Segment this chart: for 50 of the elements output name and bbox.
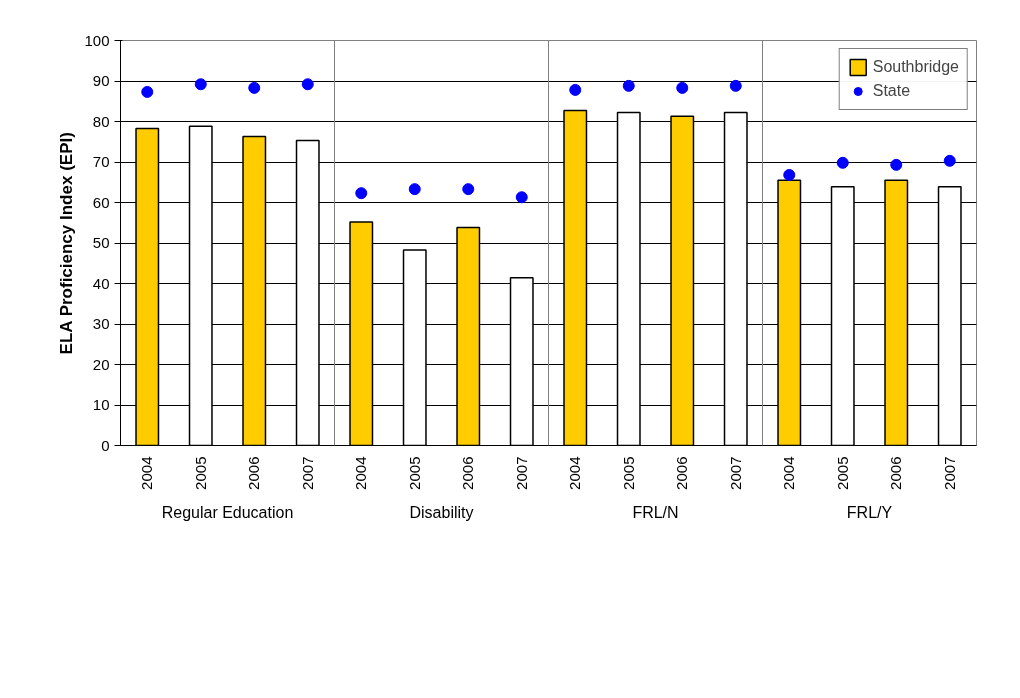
point: [569, 83, 582, 96]
y-axis-title: ELA Proficiency Index (EPI): [57, 132, 77, 355]
point: [890, 158, 903, 171]
x-tick-label: 2004: [780, 456, 798, 490]
y-tick-label: 100: [84, 31, 110, 49]
y-tick-label: 20: [92, 355, 110, 373]
y-tick-label: 70: [92, 153, 110, 170]
y-tick-label: 0: [101, 436, 110, 454]
x-tick-label: 2006: [673, 456, 691, 490]
y-tick-label: 40: [92, 274, 110, 292]
point: [408, 183, 421, 196]
text: Regular Education: [161, 503, 294, 521]
point: [783, 168, 796, 181]
x-tick-label: 2007: [726, 456, 744, 490]
x-tick-label: 2007: [512, 456, 530, 490]
point: [622, 79, 635, 92]
x-tick-label: 2004: [138, 456, 156, 490]
text: Disability: [409, 503, 474, 521]
x-tick-label: 2004: [352, 456, 370, 490]
point: [248, 81, 261, 94]
y-tick-label: 10: [92, 396, 110, 413]
point: [194, 78, 207, 91]
y-tick-label: 60: [92, 193, 110, 211]
point: [141, 85, 154, 98]
x-tick-label: 2007: [298, 456, 316, 490]
x-tick-label: 2004: [566, 456, 584, 490]
x-tick-label: 2005: [619, 456, 637, 490]
point: [515, 191, 528, 204]
y-tick-label: 50: [92, 234, 110, 251]
legend-label: Southbridge: [872, 58, 959, 76]
x-tick-label: 2005: [833, 456, 851, 490]
x-tick-label: 2006: [459, 456, 477, 490]
legend-label: State: [872, 82, 911, 100]
x-tick-label: 2007: [940, 456, 958, 490]
y-tick-label: 90: [92, 72, 110, 89]
point: [462, 183, 475, 196]
x-tick-label: 2006: [887, 456, 905, 490]
y-tick-label: 80: [92, 112, 110, 130]
point: [729, 79, 742, 92]
x-tick-label: 2006: [245, 456, 263, 490]
point: [355, 187, 368, 200]
x-tick-label: 2005: [191, 456, 209, 490]
x-tick-label: 2005: [405, 456, 423, 490]
point: [676, 81, 689, 94]
point: [301, 78, 314, 91]
y-tick-label: 30: [92, 315, 110, 332]
text: FRL/Y: [846, 503, 893, 521]
point: [836, 156, 849, 169]
text: FRL/N: [632, 503, 679, 521]
point: [943, 154, 956, 167]
